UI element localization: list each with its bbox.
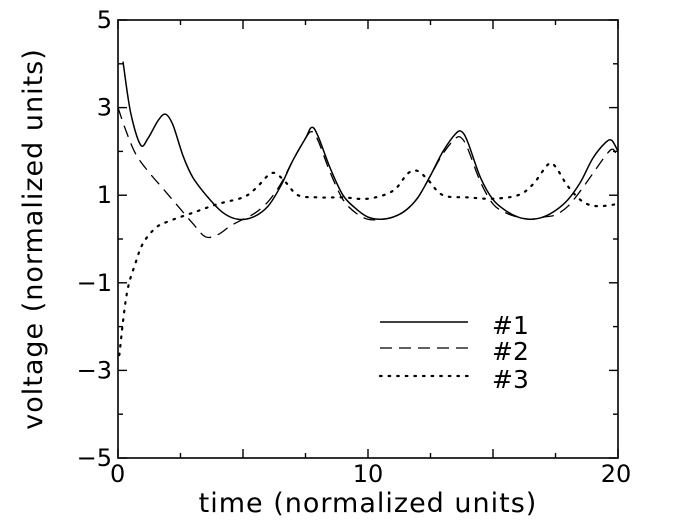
- legend: #1#2#3: [378, 311, 529, 394]
- y-axis-title: voltage (normalized units): [18, 48, 49, 430]
- x-axis-title: time (normalized units): [199, 488, 538, 519]
- legend-label-2: #2: [492, 337, 529, 366]
- x-tick-label: 20: [601, 460, 632, 488]
- y-tick-label: 3: [97, 94, 112, 122]
- y-tick-label: −3: [77, 356, 112, 384]
- x-tick-label: 0: [110, 460, 125, 488]
- series-line-3: [118, 161, 620, 357]
- tick-labels: 5 3 1 −1 −3 −50 10 20: [77, 6, 632, 488]
- legend-label-1: #1: [492, 311, 529, 340]
- y-tick-label: −5: [77, 444, 112, 472]
- y-tick-label: −1: [77, 269, 112, 297]
- y-tick-label: 1: [97, 181, 112, 209]
- series-line-2: [117, 107, 619, 239]
- axis-ticks: [117, 19, 619, 459]
- y-tick-label: 5: [97, 6, 112, 34]
- series-layer: [117, 61, 620, 357]
- plot-frame: [117, 19, 619, 459]
- series-line-1: [122, 61, 619, 221]
- x-tick-label: 10: [353, 460, 384, 488]
- legend-label-3: #3: [492, 365, 529, 394]
